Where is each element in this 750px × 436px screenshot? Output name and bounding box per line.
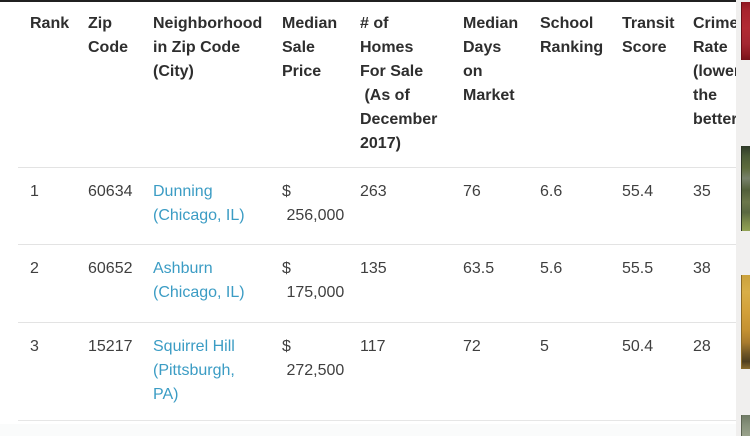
cell-median-sale-price: $ 175,000 [282,259,345,301]
cell-neighborhood: Dunning (Chicago, IL) [141,167,270,244]
cell-median-days: 72 [463,337,481,355]
table-row: 2 60652 Ashburn (Chicago, IL) $ 175,000 … [18,244,750,322]
table-top-rule [0,0,737,2]
column-header-transit-score: Transit Score [622,15,675,56]
cell-transit-score: 55.4 [622,182,654,200]
cell-rank: 2 [30,259,39,277]
cell-homes-for-sale: 117 [360,337,386,355]
neighborhood-rankings-table: Rank Zip Code Neighborhood in Zip Code (… [18,2,750,421]
cell-crime-rate: 38 [693,259,711,277]
cell-median-days: 63.5 [463,259,495,277]
cell-zip-code: 60634 [88,182,133,200]
cell-median-sale-price: $ 256,000 [282,182,345,224]
cell-homes-for-sale: 263 [360,182,387,200]
cropped-orange-image-thumbnail [741,275,750,369]
cell-rank: 1 [30,182,39,200]
column-header-median-sale-price: Median Sale Price [282,15,338,80]
cell-school-ranking: 6.6 [540,182,563,200]
cell-crime-rate: 35 [693,182,711,200]
cell-neighborhood: Ashburn (Chicago, IL) [141,244,270,322]
column-header-school-ranking: School Ranking [540,15,604,56]
column-header-zip-code: Zip Code [88,15,128,56]
column-header-neighborhood: Neighborhood in Zip Code (City) [153,15,263,80]
table-row: 1 60634 Dunning (Chicago, IL) $ 256,000 … [18,167,750,244]
cropped-olive-image-thumbnail [741,415,750,436]
table-header-row: Rank Zip Code Neighborhood in Zip Code (… [18,2,750,167]
cropped-green-landscape-image-thumbnail [741,146,750,231]
cell-school-ranking: 5 [540,337,549,355]
cell-transit-score: 55.5 [622,259,654,277]
cell-transit-score: 50.4 [622,337,654,355]
cell-rank: 3 [30,337,39,355]
column-header-rank: Rank [30,15,70,32]
cell-median-sale-price: $ 272,500 [282,337,345,379]
cell-crime-rate: 28 [693,337,711,355]
page-background-below-table [0,424,737,436]
cell-school-ranking: 5.6 [540,259,563,277]
table-row: 3 15217 Squirrel Hill (Pittsburgh, PA) $… [18,322,750,420]
cell-median-days: 76 [463,182,481,200]
cell-zip-code: 60652 [88,259,133,277]
column-header-homes-for-sale: # of Homes For Sale (As of December 2017… [360,15,438,152]
neighborhood-link[interactable]: Squirrel Hill (Pittsburgh, PA) [153,337,235,403]
cell-zip-code: 15217 [88,337,133,355]
column-header-crime-rate: Crime Rate (lower the better) [693,15,743,128]
cell-homes-for-sale: 135 [360,259,387,277]
neighborhood-link[interactable]: Ashburn (Chicago, IL) [153,259,245,301]
cell-neighborhood: Squirrel Hill (Pittsburgh, PA) [141,322,270,420]
cropped-red-image-thumbnail [741,2,750,60]
column-header-median-days-on-market: Median Days on Market [463,15,519,104]
neighborhood-link[interactable]: Dunning (Chicago, IL) [153,182,245,224]
